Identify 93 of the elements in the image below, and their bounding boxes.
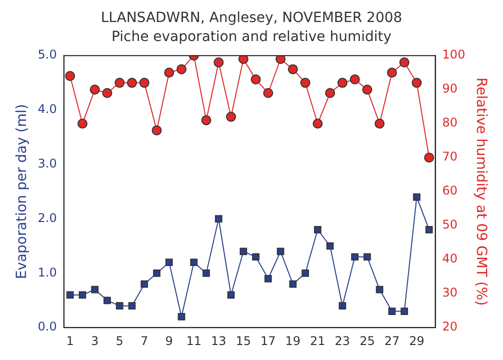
point [400,308,408,315]
x-tick-label: 11 [186,334,202,348]
point [314,226,322,234]
point [376,286,384,294]
point [350,74,360,84]
point [202,270,210,277]
point [77,118,88,129]
y-tick-label: 0.0 [38,320,57,334]
point [114,78,125,88]
y2-tick-label: 100 [442,48,466,62]
x-tick-label: 3 [91,334,99,348]
point [214,57,224,68]
y2-axis-title: Relative humidity at 09 GMT (%) [472,78,489,306]
point [250,74,261,84]
point [338,302,346,310]
x-tick-label: 9 [165,334,173,348]
point [289,280,297,288]
point [425,226,433,234]
point [364,253,371,261]
x-tick-label: 7 [140,334,148,348]
point [176,64,186,74]
point [300,78,310,88]
point [152,125,162,136]
point [128,302,136,310]
y2-tick-label: 60 [442,184,458,198]
point [90,84,100,95]
y-tick-label: 5.0 [38,48,57,62]
point [288,64,298,74]
point [140,280,148,288]
point [413,193,420,201]
point [374,118,385,129]
point [66,291,74,299]
point [386,68,397,78]
x-tick-label: 29 [409,334,424,348]
point [312,118,323,129]
x-tick-label: 5 [116,334,124,348]
x-tick-label: 17 [260,334,276,348]
point [165,258,173,266]
y2-tick-label: 80 [442,116,458,130]
point [264,274,272,282]
chart-title: LLANSADWRN, Anglesey, NOVEMBER 2008 [100,10,402,26]
x-tick-label: 25 [360,334,375,348]
point [263,88,274,98]
point [412,78,422,88]
y2-tick-label: 50 [442,218,458,232]
point [399,57,410,68]
y2-tick-label: 40 [442,252,458,266]
point [139,78,150,88]
x-tick-label: 27 [384,334,400,348]
point [252,253,260,261]
point [91,286,99,294]
point [351,253,359,261]
point [126,78,137,88]
point [325,88,336,98]
point [102,88,112,98]
point [78,291,86,299]
point [190,258,198,266]
x-tick-label: 15 [236,334,252,348]
y2-tick-label: 70 [442,150,458,164]
point [226,112,236,122]
y2-tick-label: 20 [442,320,458,334]
x-tick-label: 1 [66,334,74,348]
point [214,215,222,222]
y2-tick-label: 30 [442,286,458,300]
point [302,270,309,277]
point [116,302,124,310]
point [388,308,396,315]
point [164,68,174,78]
point [104,296,111,304]
point [276,248,284,256]
point [276,56,286,64]
y-axis-title: Evaporation per day (ml) [14,104,30,280]
y2-tick-label: 90 [442,82,458,96]
point [178,313,186,320]
x-tick-label: 23 [334,334,350,348]
point [153,270,160,277]
chart-subtitle: Piche evaporation and relative humidity [111,28,392,45]
x-tick-label: 13 [211,334,226,348]
y-tick-label: 1.0 [38,265,57,280]
point [201,115,212,126]
point [337,78,348,88]
y-tick-label: 3.0 [38,156,57,171]
point [362,84,372,95]
x-tick-label: 21 [310,334,326,348]
point [65,71,76,81]
point [238,56,248,64]
x-tick-label: 19 [285,334,301,348]
point [326,242,334,250]
point [424,152,434,163]
point [227,291,235,299]
y-tick-label: 2.0 [38,210,57,225]
point [240,248,248,256]
y-tick-label: 4.0 [38,102,57,116]
